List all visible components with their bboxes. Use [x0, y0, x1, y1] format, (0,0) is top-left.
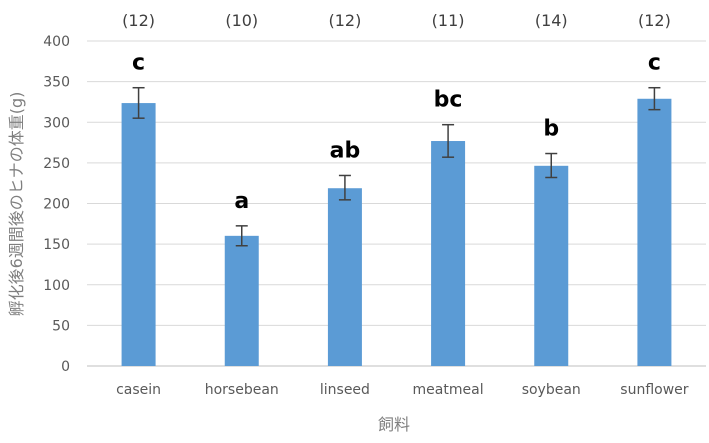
- y-axis-title: 孵化後6週間後のヒナの体重(g): [7, 92, 26, 317]
- gridlines: [87, 40, 706, 367]
- bar: [431, 141, 466, 366]
- bar: [534, 165, 569, 366]
- y-tick-label: 350: [43, 75, 70, 91]
- y-tick-label: 200: [43, 197, 70, 213]
- bar: [637, 98, 672, 367]
- category-label: meatmeal: [413, 382, 484, 398]
- x-axis-title: 飼料: [378, 415, 410, 434]
- error-bars: [132, 86, 661, 247]
- sample-size-label: (11): [432, 11, 465, 30]
- significance-letter: c: [132, 51, 145, 76]
- y-tick-label: 300: [43, 115, 70, 131]
- bars: [121, 98, 672, 367]
- significance-letter: ab: [330, 138, 361, 163]
- bar: [327, 188, 362, 366]
- bar: [224, 235, 259, 366]
- significance-letter: a: [234, 189, 249, 214]
- y-tick-label: 50: [52, 318, 70, 334]
- bar-annotations: c (12) a (10) ab (12) bc (11) b (14) c (12): [122, 11, 671, 214]
- y-tick-label: 100: [43, 278, 70, 294]
- sample-size-label: (12): [638, 11, 671, 30]
- y-tick-label: 0: [61, 359, 70, 375]
- significance-letter: bc: [434, 88, 463, 113]
- category-label: soybean: [522, 382, 581, 398]
- significance-letter: b: [543, 117, 559, 142]
- category-label: casein: [116, 382, 161, 398]
- category-label: sunflower: [620, 382, 688, 398]
- category-label: linseed: [320, 382, 370, 398]
- y-tick-label: 400: [43, 34, 70, 50]
- y-tick-label: 150: [43, 237, 70, 253]
- significance-letter: c: [648, 51, 661, 76]
- sample-size-label: (14): [535, 11, 568, 30]
- sample-size-label: (12): [122, 11, 155, 30]
- bar: [121, 103, 156, 366]
- x-axis-tick-labels: casein horsebean linseed meatmeal soybean sun…: [116, 382, 689, 398]
- sample-size-label: (12): [328, 11, 361, 30]
- sample-size-label: (10): [225, 11, 258, 30]
- y-axis-tick-labels: 0 50 100 150 200 250 300 350 400: [43, 34, 70, 375]
- y-tick-label: 250: [43, 156, 70, 172]
- category-label: horsebean: [205, 382, 279, 398]
